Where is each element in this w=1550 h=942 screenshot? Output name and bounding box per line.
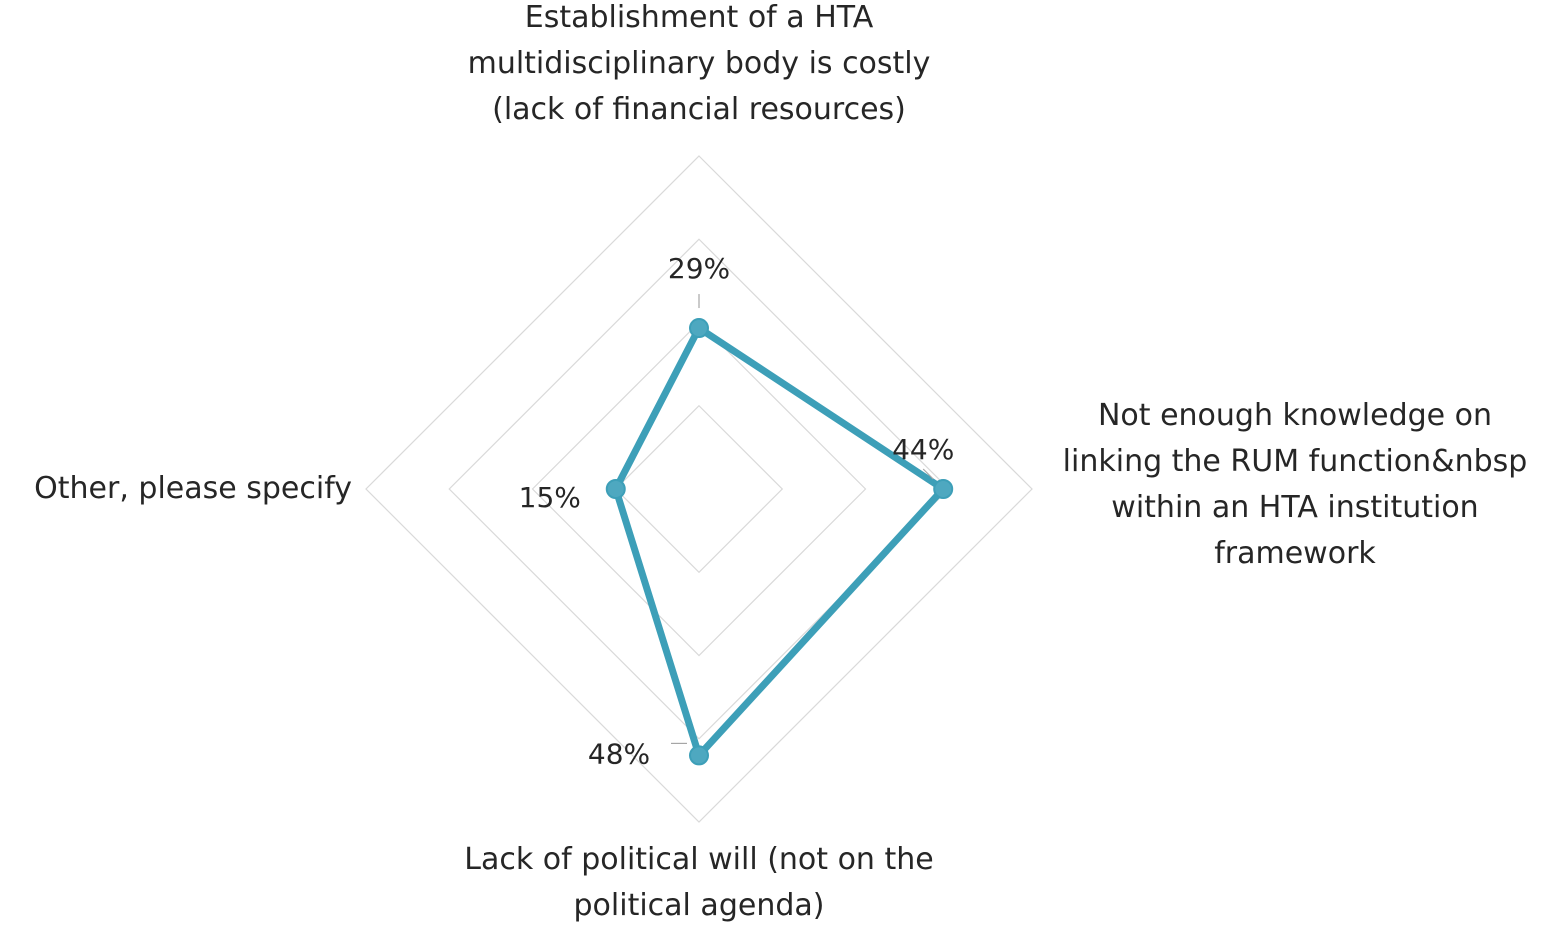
- axis-category-label: Not enough knowledge on linking the RUM f…: [1063, 398, 1528, 571]
- axis-category-label: Establishment of a HTA multidisciplinary …: [468, 0, 931, 127]
- radar-series: [605, 318, 954, 766]
- data-point: [933, 479, 954, 499]
- data-label: 29%: [668, 252, 730, 285]
- axis-category-label: Other, please specify: [34, 471, 352, 506]
- radar-labels: 29% 44% 48% 15% Establishment of a HTA multid…: [34, 0, 1527, 923]
- grid-ring: [365, 155, 1033, 823]
- grid-ring: [614, 404, 784, 574]
- data-label: 44%: [892, 433, 954, 466]
- data-label-leader: [922, 468, 934, 480]
- grid-ring: [531, 321, 867, 657]
- grid-ring: [448, 238, 950, 740]
- series-line: [612, 324, 947, 759]
- data-point: [605, 479, 626, 499]
- data-point: [689, 745, 709, 766]
- data-label: 15%: [519, 481, 581, 514]
- data-label: 48%: [588, 737, 650, 770]
- axis-category-label: Lack of political will (not on the politi…: [464, 842, 933, 923]
- radar-grid: [365, 155, 1033, 823]
- data-point: [689, 318, 709, 339]
